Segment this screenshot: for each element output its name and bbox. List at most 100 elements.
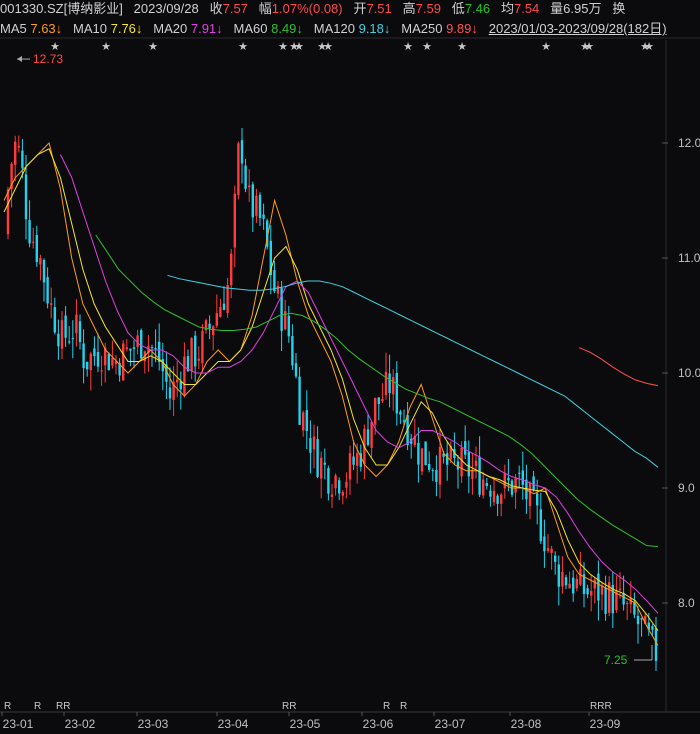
ma120-value: 9.18↓ (358, 21, 391, 36)
avg-label: 均 (500, 1, 514, 16)
x-tick-label: 23-04 (218, 717, 249, 731)
low-value: 7.46 (464, 1, 491, 16)
candle-body (381, 399, 384, 402)
x-tick-label: 23-05 (290, 717, 321, 731)
candle-body (449, 446, 452, 460)
x-tick-label: 23-07 (435, 717, 466, 731)
candle-body (204, 320, 208, 331)
candle-body (327, 468, 330, 494)
candle-body (651, 626, 654, 630)
right-issue-marker[interactable]: R (400, 701, 407, 712)
event-star[interactable]: ★ (238, 40, 248, 53)
candle-body (568, 583, 571, 589)
candle-body (132, 347, 136, 349)
candle-body (435, 469, 438, 482)
event-star[interactable]: ★ (457, 40, 467, 53)
candle-body (532, 476, 535, 491)
candle-body (161, 359, 164, 372)
candle-body (6, 189, 10, 235)
candle-body (618, 588, 622, 590)
quote-date: 2023/09/28 (133, 1, 199, 16)
candle-body (460, 447, 463, 477)
event-star[interactable]: ★ (644, 40, 654, 53)
candle-body (608, 582, 611, 613)
event-star[interactable]: ★ (317, 40, 327, 53)
candle-body (356, 453, 359, 466)
event-star[interactable]: ★ (584, 40, 594, 53)
event-star[interactable]: ★ (294, 40, 304, 53)
candle-body (262, 214, 265, 219)
right-issue-marker[interactable]: R (34, 701, 41, 712)
x-tick-label: 23-08 (511, 717, 542, 731)
candle-body (633, 601, 636, 615)
candle-body (503, 472, 506, 489)
candle-body (600, 585, 604, 595)
candle-body (446, 453, 449, 465)
event-star[interactable]: ★ (541, 40, 551, 53)
candle-body (111, 358, 114, 366)
candle-body (251, 184, 254, 218)
date-range[interactable]: 2023/01/03-2023/09/28(182日) (488, 21, 667, 36)
y-tick-label: 8.0 (678, 596, 695, 610)
candle-body (215, 313, 218, 326)
x-tick-label: 23-06 (363, 717, 394, 731)
event-star[interactable]: ★ (50, 40, 60, 53)
event-star[interactable]: ★ (278, 40, 288, 53)
candle-body (35, 234, 38, 263)
x-tick-label: 23-09 (590, 717, 621, 731)
event-star[interactable]: ★ (148, 40, 158, 53)
right-issue-marker[interactable]: RR (282, 701, 296, 712)
candle-body (334, 475, 337, 489)
event-star[interactable]: ★ (323, 40, 333, 53)
event-star[interactable]: ★ (289, 40, 299, 53)
candle-body (514, 478, 517, 493)
candle-body (60, 320, 64, 349)
low-label: 低 (451, 1, 465, 16)
candle-body (467, 451, 470, 477)
candle-body (298, 376, 301, 425)
right-issue-marker[interactable]: R (383, 701, 390, 712)
quote-header: 001330.SZ[博纳影业] 2023/09/28 收7.57 幅1.07%(… (0, 0, 700, 20)
ma5-line (3, 142, 659, 646)
candle-body (179, 381, 182, 390)
right-issue-marker[interactable]: RRR (590, 701, 612, 712)
candle-body (654, 628, 658, 661)
candle-body (158, 341, 161, 362)
ma10-line (3, 148, 659, 631)
event-star[interactable]: ★ (403, 40, 413, 53)
candle-body (302, 412, 305, 431)
candle-body (507, 477, 510, 481)
right-issue-marker[interactable]: RR (56, 701, 70, 712)
candle-body (118, 362, 121, 376)
candle-body (42, 260, 46, 283)
event-star[interactable]: ★ (101, 40, 111, 53)
candle-body (528, 483, 532, 507)
candle-body (291, 336, 294, 366)
x-tick-label: 23-01 (3, 717, 34, 731)
high-value: 7.59 (415, 1, 441, 16)
candle-body (122, 343, 125, 381)
candle-body (100, 370, 103, 372)
right-issue-marker[interactable]: R (4, 701, 11, 712)
candle-body (402, 420, 406, 422)
candle-body (172, 381, 175, 400)
event-star[interactable]: ★ (640, 40, 650, 53)
candle-body (330, 494, 334, 497)
candle-body (496, 495, 499, 504)
candle-body (240, 140, 244, 164)
event-star[interactable]: ★ (580, 40, 590, 53)
candle-body (183, 356, 186, 394)
candle-body (622, 593, 625, 605)
candle-body (165, 364, 168, 382)
candle-body (93, 348, 96, 357)
y-tick-label: 12.0 (678, 136, 700, 150)
event-star[interactable]: ★ (422, 40, 432, 53)
candle-body (64, 315, 67, 338)
ma10-value: 7.76↓ (110, 21, 143, 36)
open-value: 7.51 (366, 1, 392, 16)
candle-body (168, 387, 172, 399)
y-tick-label: 11.0 (678, 251, 700, 265)
candle-body (104, 347, 107, 366)
candle-body (604, 587, 607, 614)
